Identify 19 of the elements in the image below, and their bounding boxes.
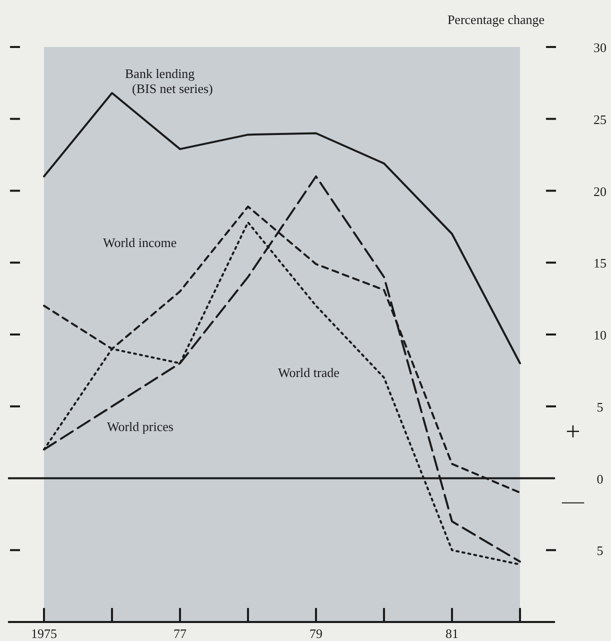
y-tick-label: 0 <box>596 471 604 486</box>
x-tick-label: 1975 <box>31 626 57 641</box>
y-tick-label: 5 <box>596 399 604 414</box>
series-label: World prices <box>107 419 174 434</box>
y-tick-label: 5 <box>596 543 604 558</box>
text: World income <box>103 235 177 250</box>
y-tick-label: 20 <box>594 184 606 199</box>
y-tick-label: 10 <box>594 328 606 342</box>
y-tick-label: 25 <box>594 112 606 127</box>
series-label: World trade <box>278 365 340 380</box>
x-tick-label: 81 <box>446 626 458 641</box>
x-tick-label: 79 <box>310 626 322 641</box>
y-tick-label: 15 <box>594 256 606 271</box>
y-axis-title: Percentage change <box>447 12 545 27</box>
x-tick-label: 77 <box>174 626 187 641</box>
series-label: Bank lending (BIS net series) <box>125 66 213 96</box>
text: + <box>566 417 580 446</box>
text: — <box>561 488 585 513</box>
y-tick-label: 30 <box>594 40 606 55</box>
